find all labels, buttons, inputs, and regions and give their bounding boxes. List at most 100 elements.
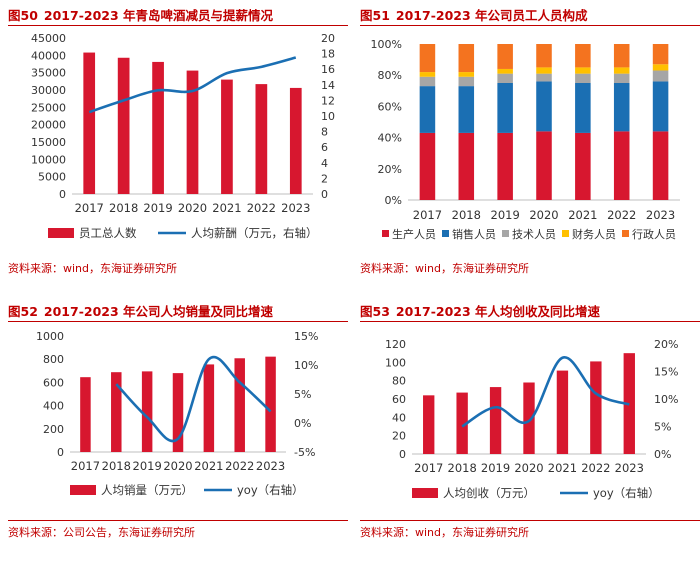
legend-swatch [562, 230, 569, 237]
y2-tick-label: 12 [321, 94, 335, 107]
y-tick-label: 100% [371, 38, 402, 51]
y2-tick-label: 10 [321, 110, 335, 123]
y2-tick-label: 20 [321, 32, 335, 45]
x-tick-label: 2023 [615, 461, 644, 475]
y2-tick-label: 0% [654, 448, 671, 461]
panel-figure-50: 图50 2017-2023 年青岛啤酒减员与提薪情况 0 5000 10000 1500… [8, 4, 348, 275]
y-tick-label: 0 [399, 448, 406, 461]
y2-tick-label: 15% [294, 330, 318, 343]
stacked-bar-segment [419, 86, 436, 133]
x-tick-label: 2017 [75, 201, 104, 215]
bar [590, 361, 602, 454]
y-tick-label: 45000 [31, 32, 66, 45]
y-tick-label: 40 [392, 411, 406, 424]
bar [221, 79, 233, 194]
y-tick-label: 80% [378, 69, 402, 82]
legend-label-line: 人均薪酬（万元，右轴） [191, 226, 318, 240]
bar [203, 364, 215, 452]
stacked-bar-segment [497, 73, 513, 83]
stacked-bar-segment [458, 44, 475, 73]
legend-swatch [442, 230, 449, 237]
stacked-bar-segment [652, 44, 669, 65]
y2-tick-label: 8 [321, 126, 328, 139]
y2-tick-label: -5% [294, 446, 315, 459]
panel-title: 图52 2017-2023 年公司人均销量及同比增速 [8, 301, 273, 320]
y-tick-label: 0% [385, 194, 402, 207]
bar [265, 356, 276, 452]
y-tick-label: 400 [43, 400, 64, 413]
x-tick-label: 2019 [143, 201, 172, 215]
stacked-bar-segment [536, 44, 552, 68]
title-rule [360, 25, 700, 26]
series-line [461, 356, 630, 428]
legend-label: 技术人员 [512, 228, 556, 241]
y-tick-label: 120 [385, 338, 406, 351]
y2-tick-label: 0 [321, 188, 328, 201]
stacked-bar-segment [613, 73, 630, 83]
bar [523, 382, 535, 454]
x-tick-label: 2023 [281, 201, 310, 215]
x-tick-label: 2017 [71, 459, 100, 473]
bar [556, 370, 569, 454]
bar [83, 52, 96, 195]
source-note: 资料来源：wind，东海证券研究所 [360, 526, 530, 539]
x-tick-label: 2018 [452, 208, 481, 222]
x-tick-label: 2020 [514, 461, 543, 475]
source-rule [8, 520, 348, 521]
y-tick-label: 800 [43, 353, 64, 366]
stacked-bar-segment [652, 64, 669, 71]
panel-figure-53: 图53 2017-2023 年人均创收及同比增速 0 20 40 60 80 100 120 0… [360, 300, 700, 571]
stacked-bar-segment [458, 86, 475, 133]
legend-label-line: yoy（右轴） [237, 483, 304, 497]
bar [152, 61, 164, 194]
x-tick-label: 2018 [448, 461, 477, 475]
x-tick-label: 2023 [646, 208, 675, 222]
y2-tick-label: 18 [321, 48, 335, 61]
stacked-bar-segment [458, 72, 475, 77]
source-note: 资料来源：公司公告，东海证券研究所 [8, 526, 195, 539]
stacked-bar-segment [652, 131, 669, 200]
figure-number: 图52 [8, 304, 38, 319]
chart-revenue-per-capita: 0 20 40 60 80 100 120 0% 5% 10% 15% 20% 2017 2018 2019… [385, 338, 678, 500]
stacked-bar-segment [536, 73, 552, 82]
stacked-bar-segment [613, 44, 630, 68]
source-rule [360, 520, 700, 521]
stacked-bar-segment [652, 70, 669, 82]
y2-tick-label: 16 [321, 63, 335, 76]
stacked-bar-segment [419, 132, 436, 200]
y-tick-label: 0 [59, 188, 66, 201]
y-tick-label: 0 [57, 446, 64, 459]
x-tick-label: 2021 [194, 459, 223, 473]
y-tick-label: 80 [392, 375, 406, 388]
y2-tick-label: 4 [321, 157, 328, 170]
figure-number: 图53 [360, 304, 390, 319]
stacked-bar-segment [575, 44, 591, 68]
x-tick-label: 2021 [568, 208, 597, 222]
source-note: 资料来源：wind，东海证券研究所 [360, 262, 530, 275]
x-tick-label: 2018 [102, 459, 131, 473]
y2-tick-label: 10% [654, 393, 678, 406]
legend-swatch [502, 230, 509, 237]
y-tick-label: 40% [378, 132, 402, 145]
y2-tick-label: 14 [321, 79, 335, 92]
y-tick-label: 20 [392, 430, 406, 443]
stacked-bar-segment [613, 67, 630, 74]
panel-figure-52: 图52 2017-2023 年公司人均销量及同比增速 0 200 400 600 800 1… [8, 300, 348, 571]
x-tick-label: 2021 [212, 201, 241, 215]
bar [111, 372, 122, 452]
y-tick-label: 25000 [31, 101, 66, 114]
legend-label: 财务人员 [572, 227, 616, 241]
y2-tick-label: 6 [321, 141, 328, 154]
legend-label: 生产人员 [392, 227, 436, 241]
stacked-bar-segment [613, 83, 630, 132]
title-rule [8, 321, 348, 322]
x-tick-label: 2017 [414, 461, 443, 475]
x-tick-label: 2021 [548, 461, 577, 475]
legend-swatch-bar [70, 485, 96, 495]
stacked-bar-segment [613, 131, 630, 200]
stacked-bar-segment [497, 44, 513, 69]
bar [141, 371, 153, 452]
figure-title: 2017-2023 年人均创收及同比增速 [395, 304, 601, 319]
series-line [88, 56, 297, 114]
y-tick-label: 60 [392, 393, 406, 406]
